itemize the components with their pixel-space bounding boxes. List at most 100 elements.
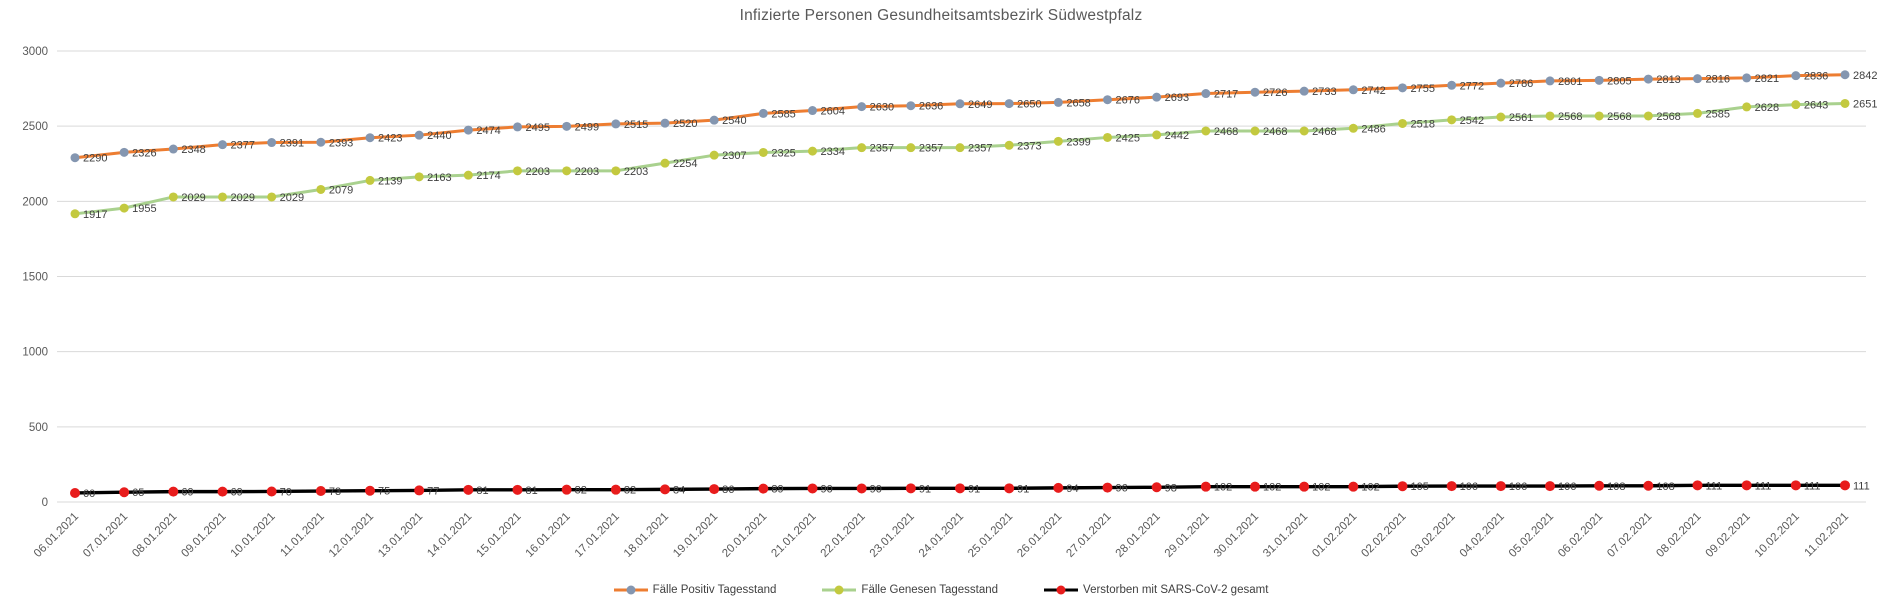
x-axis-label: 05.02.2021 (1507, 511, 1556, 560)
data-point-label: 60 (83, 488, 95, 500)
data-point-label: 2440 (427, 130, 451, 142)
data-point-label: 2425 (1116, 132, 1140, 144)
data-point-label: 2468 (1312, 126, 1336, 138)
data-point-marker (1053, 97, 1063, 107)
data-point-marker (1397, 481, 1408, 492)
data-point-label: 2821 (1755, 73, 1779, 85)
data-point-label: 65 (132, 487, 144, 499)
data-point-label: 69 (181, 487, 193, 499)
data-point-marker (1201, 89, 1211, 99)
data-point-label: 2650 (1017, 99, 1041, 111)
data-point-label: 2495 (526, 122, 550, 134)
data-point-label: 2357 (968, 143, 992, 155)
data-point-marker (316, 137, 326, 147)
data-point-label: 82 (575, 485, 587, 497)
data-point-label: 2842 (1853, 70, 1877, 82)
data-point-label: 2357 (919, 143, 943, 155)
x-axis-label: 17.01.2021 (573, 511, 622, 560)
x-axis-label: 11.02.2021 (1803, 511, 1852, 560)
data-point-marker (1545, 481, 1555, 492)
data-point-label: 2836 (1804, 71, 1828, 83)
data-point-marker (1840, 98, 1850, 108)
data-point-label: 2468 (1214, 126, 1238, 138)
data-point-label: 102 (1312, 482, 1330, 494)
data-point-marker (561, 484, 572, 495)
data-point-label: 2585 (1706, 108, 1730, 120)
data-point-marker (70, 209, 80, 219)
x-axis-label: 24.01.2021 (917, 511, 966, 560)
y-axis-tick-label: 0 (42, 497, 48, 509)
data-point-label: 2442 (1165, 130, 1189, 142)
data-point-marker (70, 487, 80, 498)
data-point-marker (463, 125, 473, 135)
y-axis-tick-label: 1000 (22, 347, 48, 359)
x-axis-label: 07.01.2021 (81, 511, 130, 560)
data-point-marker (1742, 102, 1752, 112)
data-point-marker (463, 484, 474, 495)
data-point-label: 2079 (329, 184, 353, 196)
legend-item-0: Fälle Positiv Tagesstand (613, 584, 777, 596)
data-point-label: 2542 (1460, 115, 1484, 127)
data-point-label: 108 (1607, 481, 1625, 493)
data-point-label: 2203 (575, 166, 599, 178)
data-point-marker (856, 483, 867, 494)
data-point-marker (955, 143, 965, 153)
x-axis-label: 01.02.2021 (1310, 511, 1359, 560)
data-point-marker (660, 118, 670, 128)
data-point-marker (119, 487, 130, 498)
data-point-marker (955, 483, 965, 494)
data-point-marker (1643, 74, 1653, 84)
legend-label: Fälle Genesen Tagesstand (861, 584, 999, 596)
data-point-label: 2772 (1460, 80, 1484, 92)
x-axis-label: 31.01.2021 (1261, 511, 1310, 560)
data-point-marker (1545, 111, 1555, 121)
data-point-marker (365, 175, 375, 185)
data-point-label: 2742 (1361, 85, 1385, 97)
x-axis-label: 03.02.2021 (1409, 511, 1458, 560)
x-axis-label: 14.01.2021 (425, 511, 474, 560)
x-axis-label: 04.02.2021 (1458, 511, 1507, 560)
data-point-marker (1643, 480, 1654, 491)
data-point-label: 2676 (1116, 95, 1140, 107)
x-axis-label: 02.02.2021 (1359, 511, 1408, 560)
data-point-marker (1790, 480, 1801, 491)
legend-label: Fälle Positiv Tagesstand (652, 584, 777, 596)
data-point-label: 111 (1804, 480, 1821, 492)
data-point-label: 2348 (181, 144, 205, 156)
data-point-label: 2816 (1706, 74, 1730, 86)
x-axis-label: 28.01.2021 (1114, 511, 1163, 560)
data-point-label: 98 (1165, 482, 1177, 494)
data-point-label: 2643 (1804, 100, 1828, 112)
data-point-label: 2786 (1509, 78, 1533, 90)
data-point-label: 1955 (132, 203, 156, 215)
data-point-marker (758, 483, 769, 494)
data-point-label: 108 (1656, 481, 1674, 493)
data-point-marker (168, 144, 178, 154)
data-point-marker (906, 101, 916, 111)
data-point-label: 2029 (280, 192, 304, 204)
legend-item-1: Fälle Genesen Tagesstand (822, 584, 998, 596)
data-point-label: 90 (870, 483, 882, 495)
data-point-marker (1004, 140, 1014, 150)
data-point-label: 2658 (1066, 97, 1090, 109)
data-point-label: 2203 (526, 166, 550, 178)
data-point-marker (1594, 111, 1604, 121)
data-point-label: 106 (1558, 481, 1576, 493)
data-point-marker (267, 192, 277, 202)
data-point-label: 2290 (83, 153, 107, 165)
data-point-label: 2139 (378, 175, 402, 187)
data-point-marker (611, 119, 621, 129)
data-point-label: 2518 (1411, 118, 1435, 130)
x-axis-label: 21.01.2021 (769, 511, 818, 560)
data-point-marker (758, 108, 768, 118)
data-point-label: 2717 (1214, 89, 1238, 101)
data-point-marker (808, 106, 817, 116)
data-point-label: 82 (624, 485, 636, 497)
data-point-label: 73 (329, 486, 341, 498)
data-point-marker (1053, 482, 1064, 493)
data-point-marker (610, 484, 621, 495)
data-point-marker (1201, 126, 1211, 136)
data-point-marker (70, 153, 80, 163)
data-point-label: 2755 (1411, 83, 1435, 95)
